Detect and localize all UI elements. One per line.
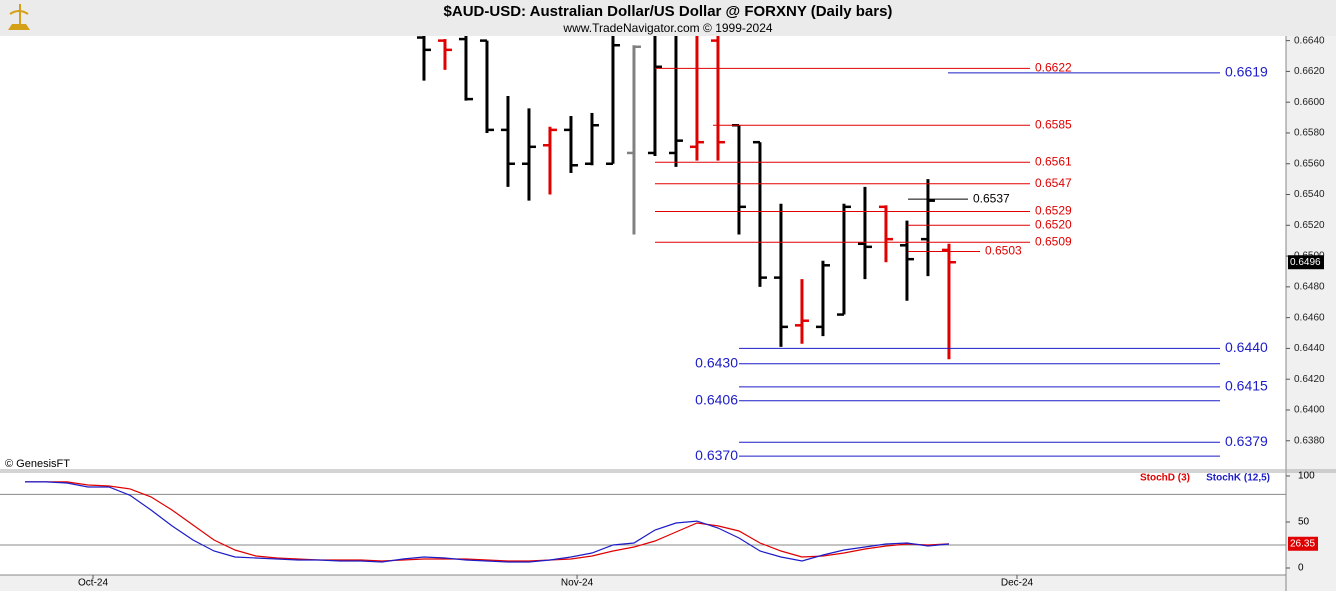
level-label: 0.6440 — [1225, 339, 1268, 355]
level-label: 0.6561 — [1035, 154, 1072, 168]
level-label: 0.6529 — [1035, 204, 1072, 218]
last-value-box — [1288, 536, 1318, 551]
level-label: 0.6619 — [1225, 64, 1268, 80]
y-tick-label: 50 — [1298, 517, 1310, 528]
last-price-box — [1288, 255, 1324, 270]
level-label: 0.6547 — [1035, 176, 1072, 190]
level-label: 0.6415 — [1225, 378, 1268, 394]
x-tick-label: Dec-24 — [1001, 578, 1034, 589]
date-axis-area — [0, 575, 1286, 591]
y-tick-label: 0.6480 — [1294, 281, 1325, 292]
title-bar — [0, 0, 1336, 36]
y-tick-label: 100 — [1298, 471, 1315, 482]
level-label: 0.6379 — [1225, 433, 1268, 449]
y-tick-label: 0.6520 — [1294, 220, 1325, 231]
stoch-line — [25, 481, 950, 562]
y-tick-label: 0 — [1298, 563, 1304, 574]
level-label: 0.6537 — [973, 191, 1010, 205]
y-tick-label: 0.6600 — [1294, 97, 1325, 108]
legend-label: StochD (3) — [1140, 473, 1190, 484]
y-tick-label: 0.6400 — [1294, 405, 1325, 416]
chart-title: $AUD-USD: Australian Dollar/US Dollar @ … — [444, 3, 893, 20]
stoch-line — [25, 481, 950, 563]
last-value-label: 26.35 — [1290, 538, 1315, 549]
price-plot — [416, 36, 956, 360]
level-label: 0.6585 — [1035, 117, 1072, 131]
x-tick-label: Oct-24 — [78, 578, 108, 589]
level-label: 0.6509 — [1035, 234, 1072, 248]
y-tick-label: 0.6620 — [1294, 66, 1325, 77]
annotation: © GenesisFT — [5, 458, 70, 470]
last-price-label: 0.6496 — [1290, 257, 1321, 268]
y-tick-label: 0.6540 — [1294, 189, 1325, 200]
level-label: 0.6406 — [695, 391, 738, 407]
level-label: 0.6430 — [695, 355, 738, 371]
right-axis-area — [1286, 36, 1336, 591]
y-tick-label: 0.6640 — [1294, 35, 1325, 46]
legend-label: StochK (12,5) — [1206, 473, 1270, 484]
level-label: 0.6622 — [1035, 60, 1072, 74]
y-tick-label: 0.6380 — [1294, 435, 1325, 446]
y-tick-label: 0.6460 — [1294, 312, 1325, 323]
y-tick-label: 0.6420 — [1294, 374, 1325, 385]
level-label: 0.6370 — [695, 447, 738, 463]
chart-subtitle: www.TradeNavigator.com © 1999-2024 — [562, 21, 772, 35]
y-tick-label: 0.6580 — [1294, 128, 1325, 139]
level-label: 0.6503 — [985, 244, 1022, 258]
logo — [8, 4, 30, 30]
level-label: 0.6520 — [1035, 217, 1072, 231]
y-tick-label: 0.6560 — [1294, 158, 1325, 169]
y-tick-label: 0.6440 — [1294, 343, 1325, 354]
x-tick-label: Nov-24 — [561, 578, 594, 589]
